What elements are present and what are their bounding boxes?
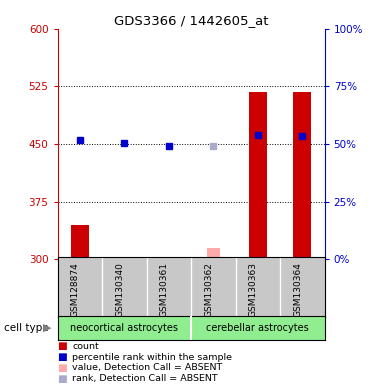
Bar xyxy=(207,248,220,259)
Bar xyxy=(191,316,325,340)
Text: ■: ■ xyxy=(58,374,67,384)
Text: GSM130364: GSM130364 xyxy=(293,262,302,317)
Text: count: count xyxy=(72,342,99,351)
Text: ▶: ▶ xyxy=(43,323,51,333)
Text: ■: ■ xyxy=(58,352,67,362)
Bar xyxy=(58,316,191,340)
Text: rank, Detection Call = ABSENT: rank, Detection Call = ABSENT xyxy=(72,374,218,383)
Text: GSM128874: GSM128874 xyxy=(71,262,80,317)
Text: cerebellar astrocytes: cerebellar astrocytes xyxy=(207,323,309,333)
Text: GSM130363: GSM130363 xyxy=(249,262,258,317)
Text: GSM130361: GSM130361 xyxy=(160,262,169,317)
Text: percentile rank within the sample: percentile rank within the sample xyxy=(72,353,232,362)
Text: neocortical astrocytes: neocortical astrocytes xyxy=(70,323,178,333)
Bar xyxy=(115,257,133,259)
Text: ■: ■ xyxy=(58,363,67,373)
Bar xyxy=(160,257,178,259)
Bar xyxy=(293,92,311,259)
Text: ■: ■ xyxy=(58,341,67,351)
Bar xyxy=(249,92,267,259)
Text: GDS3366 / 1442605_at: GDS3366 / 1442605_at xyxy=(114,14,268,27)
Text: cell type: cell type xyxy=(4,323,48,333)
Text: GSM130340: GSM130340 xyxy=(115,262,124,317)
Text: value, Detection Call = ABSENT: value, Detection Call = ABSENT xyxy=(72,363,223,372)
Bar xyxy=(71,225,89,259)
Text: GSM130362: GSM130362 xyxy=(204,262,213,317)
